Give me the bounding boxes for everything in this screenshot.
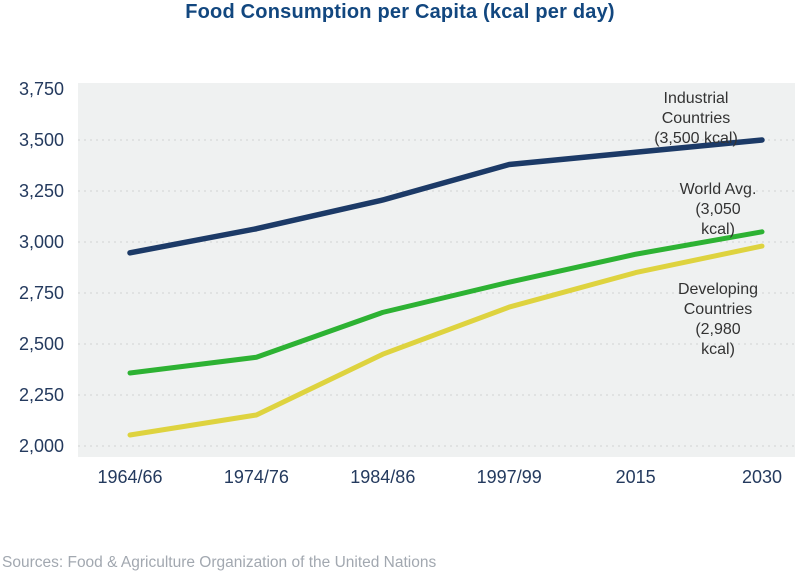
series-line-world-avg-: [127, 229, 765, 376]
y-tick-label: 3,500: [18, 130, 64, 150]
y-tick-label: 2,750: [18, 283, 64, 303]
annotation-industrial-countries: Industrial Countries (3,500 kcal): [654, 90, 738, 147]
annotation-developing-countries: Developing Countries (2,980 kcal): [677, 281, 759, 358]
chart-title: Food Consumption per Capita (kcal per da…: [185, 1, 615, 23]
y-tick-label: 3,750: [18, 79, 64, 99]
x-tick-label: 1984/86: [350, 467, 416, 487]
series-line-developing-countries: [127, 243, 765, 438]
plot-svg: [78, 137, 795, 447]
x-tick-label: 1997/99: [476, 467, 542, 487]
x-tick-label: 1964/66: [97, 467, 163, 487]
y-tick-label: 3,250: [18, 181, 64, 201]
x-tick-label: 2015: [615, 467, 656, 487]
x-tick-label: 2030: [741, 467, 783, 487]
x-tick-label: 1974/76: [223, 467, 289, 487]
plot-area: [78, 83, 795, 457]
annotation-world-avg-: World Avg. (3,050 kcal): [679, 181, 757, 238]
y-tick-label: 2,250: [18, 385, 64, 405]
y-tick-label: 3,000: [18, 232, 64, 252]
series-line-industrial-countries: [127, 137, 765, 256]
y-tick-label: 2,000: [18, 436, 64, 456]
y-tick-label: 2,500: [18, 334, 64, 354]
source-attribution: Sources: Food & Agriculture Organization…: [2, 554, 437, 571]
